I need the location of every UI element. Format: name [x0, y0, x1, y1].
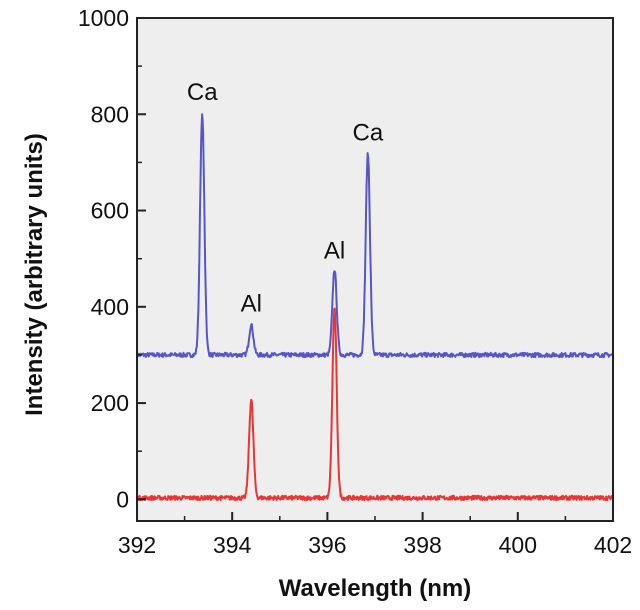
y-tick-label: 0 — [116, 486, 129, 512]
x-tick-label: 396 — [308, 532, 346, 558]
peak-label: Al — [241, 291, 262, 318]
plot-background — [137, 18, 613, 521]
x-tick-label: 402 — [594, 532, 632, 558]
x-tick-label: 392 — [118, 532, 156, 558]
y-tick-label: 600 — [91, 198, 129, 224]
peak-label: Ca — [187, 79, 218, 106]
axes: 392 394 396 398 400 402 0 200 400 600 800 1000 — [78, 5, 632, 558]
peak-label: Al — [324, 238, 345, 265]
spectrum-line-0 — [136, 113, 614, 359]
x-axis-title: Wavelength (nm) — [279, 575, 471, 602]
y-axis-title: Intensity (arbitrary units) — [21, 133, 48, 416]
series-group — [136, 113, 614, 502]
peak-label: Ca — [353, 120, 384, 147]
x-tick-label: 394 — [213, 532, 252, 558]
spectrum-line-1 — [136, 307, 614, 502]
x-tick-label: 400 — [499, 532, 537, 558]
x-tick-label: 398 — [403, 532, 441, 558]
y-tick-label: 200 — [91, 390, 129, 416]
annotations: Ca Al Al Ca — [187, 79, 384, 318]
y-tick-label: 400 — [91, 294, 129, 320]
y-tick-label: 800 — [91, 101, 129, 127]
y-tick-label: 1000 — [78, 5, 129, 31]
plot-area — [136, 17, 614, 522]
